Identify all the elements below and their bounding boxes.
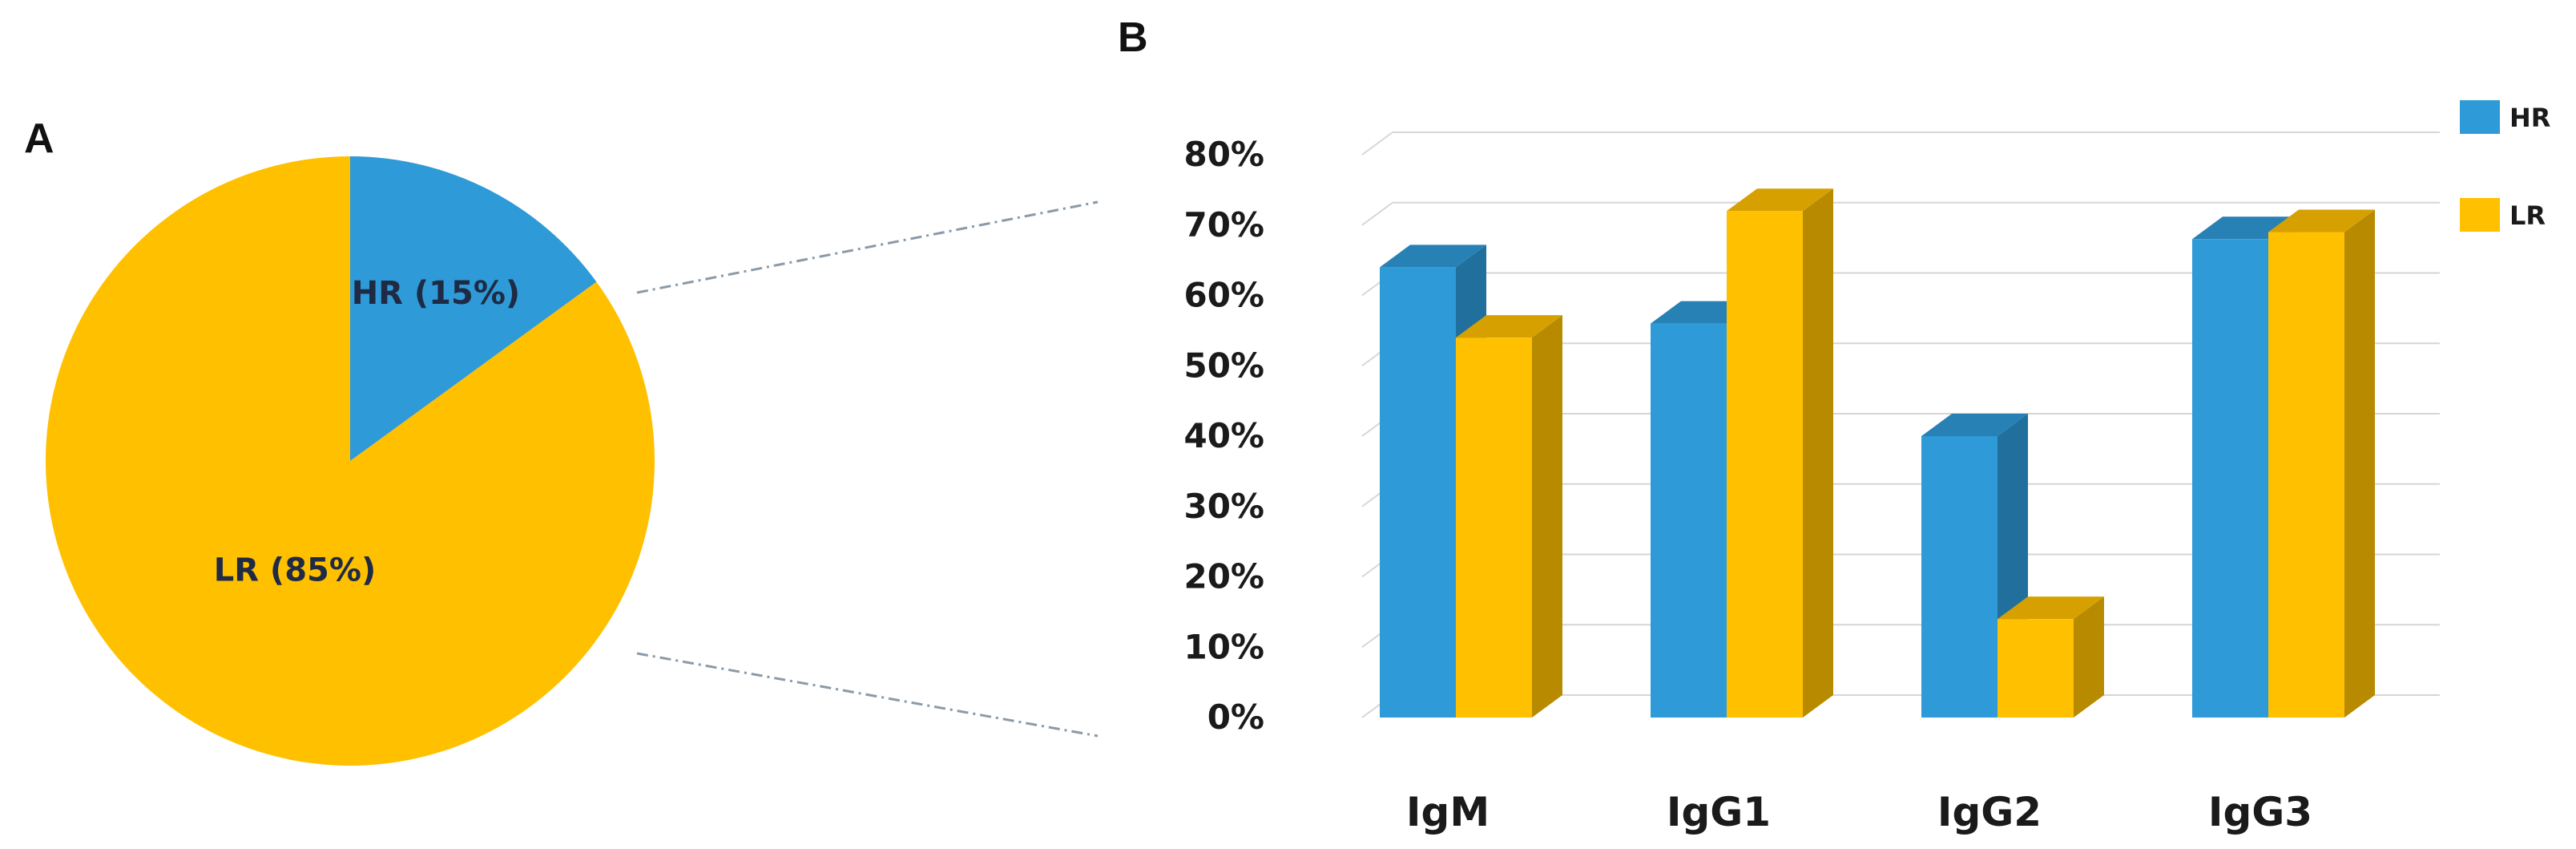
bar-front-face — [1651, 323, 1727, 718]
zoom-connector-lines — [636, 200, 1099, 738]
panel-a-label: A — [24, 115, 54, 162]
x-category-label: IgG1 — [1667, 789, 1771, 835]
bar-side-face — [2344, 209, 2375, 718]
bar-chart-y-ticks: 0% 10% 20% 30% 40% 50% 60% 70% 80% — [1183, 135, 1264, 737]
bar-top-face — [1380, 245, 1486, 268]
bar-chart-categories: IgM IgG1 IgG2 IgG3 — [1406, 789, 2312, 835]
pie-slice-hr — [350, 156, 597, 461]
y-tick-label: 80% — [1183, 135, 1264, 174]
gridline-depth — [1361, 201, 1393, 226]
panel-b-label: B — [1118, 14, 1148, 61]
bar-top-face — [2268, 209, 2375, 232]
connector-line-bottom — [636, 652, 1099, 738]
bar-igg2-lr — [1998, 596, 2104, 718]
legend-swatch-hr — [2460, 100, 2500, 134]
y-tick-label: 20% — [1183, 557, 1264, 596]
legend-label-hr: HR — [2509, 103, 2550, 133]
x-category-label: IgG3 — [2208, 789, 2312, 835]
y-tick-label: 70% — [1183, 205, 1264, 245]
pie-slices — [46, 156, 655, 766]
x-category-label: IgG2 — [1937, 789, 2042, 835]
legend-label-lr: LR — [2509, 200, 2546, 231]
bar-side-face — [2074, 596, 2104, 718]
connector-line-top — [636, 200, 1099, 294]
y-tick-label: 0% — [1207, 697, 1264, 737]
x-category-label: IgM — [1406, 789, 1490, 835]
bar-top-face — [1998, 596, 2104, 620]
y-tick-label: 10% — [1183, 627, 1264, 666]
pie-slice-label-lr: LR (85%) — [214, 552, 377, 588]
bar-front-face — [1380, 267, 1456, 718]
bar-front-face — [1727, 211, 1803, 718]
bar-chart-legend: HR LR — [2460, 100, 2550, 232]
gridline-depth — [1361, 131, 1393, 156]
pie-labels: HR (15%) LR (85%) — [214, 275, 520, 588]
panel-a-pie-chart: A HR (15%) LR (85%) — [24, 115, 655, 766]
bar-igg2-hr — [1921, 414, 2028, 718]
y-tick-label: 30% — [1183, 487, 1264, 526]
bar-front-face — [2268, 232, 2344, 718]
bar-front-face — [1998, 619, 2074, 718]
bar-top-face — [1727, 188, 1833, 212]
bar-top-face — [1921, 414, 2028, 436]
bar-side-face — [1803, 188, 1833, 718]
bar-igg1-lr — [1727, 188, 1833, 718]
bar-top-face — [1456, 315, 1562, 338]
bar-igg3-lr — [2268, 209, 2375, 718]
pie-slice-lr — [46, 156, 655, 766]
pie-slice-label-hr: HR (15%) — [352, 275, 521, 312]
bar-side-face — [1532, 315, 1562, 718]
y-tick-label: 40% — [1183, 416, 1264, 455]
bar-front-face — [1456, 338, 1532, 718]
y-tick-label: 60% — [1183, 276, 1264, 315]
bar-chart-bars — [1380, 188, 2375, 718]
legend-swatch-lr — [2460, 198, 2500, 232]
y-tick-label: 50% — [1183, 346, 1264, 385]
bar-front-face — [2192, 239, 2268, 718]
panel-b-bar-chart: B 0% 10% 20% 30% 40% 50% 60% 70% 80% IgM IgG1 IgG2… — [1118, 14, 2550, 835]
bar-front-face — [1921, 436, 1998, 718]
bar-igm-lr — [1456, 315, 1562, 718]
